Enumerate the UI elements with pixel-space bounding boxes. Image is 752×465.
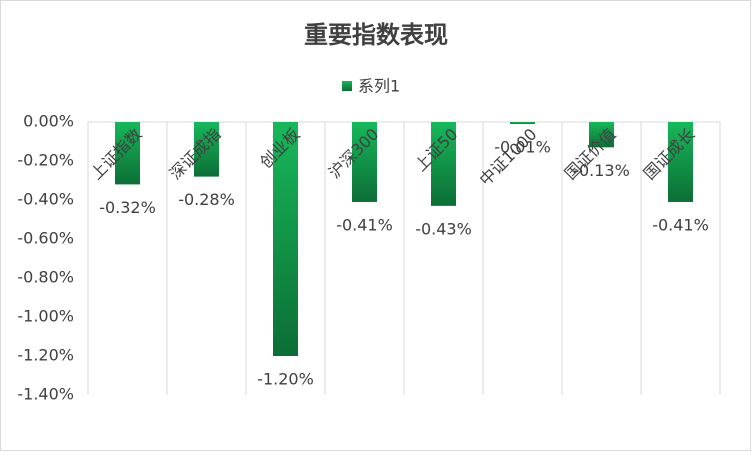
bar [431, 122, 456, 206]
y-tick-label: 0.00% [23, 112, 74, 131]
data-label: -0.41% [652, 215, 709, 234]
data-label: -0.28% [178, 190, 235, 209]
bar [194, 122, 219, 177]
data-label: -0.41% [336, 215, 393, 234]
y-tick-label: -0.40% [17, 190, 74, 209]
y-tick-label: -1.40% [17, 385, 74, 404]
legend-swatch [342, 81, 352, 91]
y-tick-label: -0.20% [17, 151, 74, 170]
data-label: -0.43% [415, 219, 472, 238]
y-tick-label: -1.20% [17, 346, 74, 365]
data-label: -0.13% [573, 161, 630, 180]
data-label: -1.20% [257, 370, 314, 389]
y-tick-label: -1.00% [17, 307, 74, 326]
chart-border [0, 0, 751, 451]
y-tick-label: -0.60% [17, 229, 74, 248]
bar [589, 122, 614, 148]
data-label: -0.01% [494, 137, 551, 156]
legend-label: 系列1 [358, 77, 400, 96]
bar [352, 122, 377, 202]
bar [510, 122, 535, 124]
y-tick-label: -0.80% [17, 268, 74, 287]
chart-title: 重要指数表现 [304, 21, 448, 49]
bar [273, 122, 298, 356]
bar [115, 122, 140, 185]
data-label: -0.32% [99, 198, 156, 217]
bar [668, 122, 693, 202]
